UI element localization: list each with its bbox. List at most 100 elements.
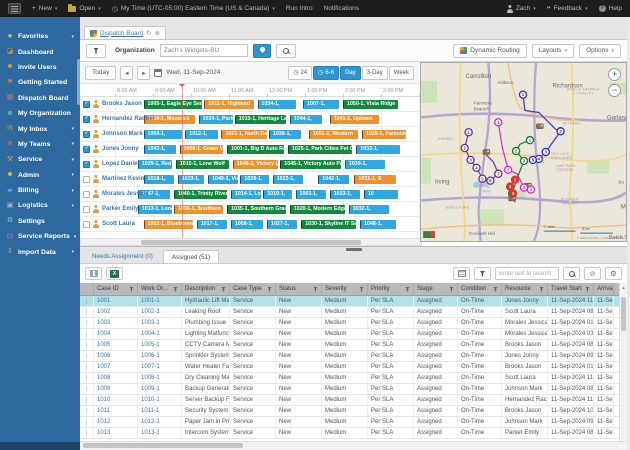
prev-day-button[interactable]: ◂ <box>120 65 134 80</box>
map-marker[interactable] <box>466 155 475 165</box>
column-filter-icon[interactable] <box>313 286 318 292</box>
column-filter-icon[interactable] <box>173 286 178 292</box>
scroll-up-icon[interactable]: ▲ <box>621 285 626 290</box>
truck-icon[interactable] <box>482 149 491 155</box>
gantt-task-bar[interactable]: 1047-1, <box>137 189 171 199</box>
column-filter-icon[interactable] <box>539 286 544 292</box>
view-toggle-24[interactable]: ◷ 24 <box>288 65 313 80</box>
cell-work-or-[interactable]: 1002-1 <box>138 307 182 317</box>
gantt-task-bar[interactable]: 1051-1, Western <box>308 129 359 139</box>
column-filter-icon[interactable] <box>493 286 498 292</box>
gantt-task-bar[interactable]: 1020-1, Modern Edge <box>289 204 345 214</box>
view-toggle-3-day[interactable]: 3-Day <box>361 65 388 80</box>
row-drag-handle[interactable]: ┆ <box>80 329 94 339</box>
row-drag-handle[interactable]: ┆ <box>80 417 94 427</box>
row-drag-handle[interactable]: ┆ <box>80 362 94 372</box>
gantt-task-bar[interactable]: 1036-1, Southern <box>173 204 224 214</box>
gantt-task-bar[interactable]: 1025-1, Park Cities Pet Care, <box>287 144 353 154</box>
sidebar-item-dispatch-board[interactable]: ▦ Dispatch Board <box>0 91 80 106</box>
close-icon[interactable]: ⊗ <box>154 30 160 37</box>
gantt-task-bar[interactable]: 1023-1, <box>177 174 205 184</box>
map-marker[interactable] <box>472 163 481 173</box>
map-marker[interactable] <box>503 165 513 175</box>
map-marker[interactable] <box>464 128 473 137</box>
resource-checkbox[interactable] <box>83 100 90 108</box>
new-button[interactable]: + New ▾ <box>32 5 57 12</box>
resource-checkbox[interactable] <box>83 145 90 153</box>
notifications-button[interactable]: Notifications <box>323 5 359 12</box>
map-marker[interactable] <box>494 169 503 178</box>
organization-input[interactable] <box>159 44 248 57</box>
column-header-case-id[interactable]: Case ID <box>94 283 138 295</box>
column-filter-icon[interactable] <box>359 286 364 292</box>
cell-work-or-[interactable]: 1013-1 <box>138 428 182 438</box>
gantt-task-bar[interactable]: 1046-1, Victory Lane <box>232 159 279 169</box>
column-filter-icon[interactable] <box>267 286 272 292</box>
view-toggle-day[interactable]: Day <box>340 65 361 80</box>
layouts-button[interactable]: Layouts ▾ <box>531 43 575 58</box>
gantt-task-bar[interactable]: 1027-1, <box>267 219 298 229</box>
scrollbar-thumb[interactable] <box>621 297 626 331</box>
search-button[interactable] <box>275 43 296 58</box>
gantt-task-bar[interactable]: 1010-1, Heritage Law Group, <box>234 114 286 124</box>
resource-name[interactable]: Morales Jessica <box>102 191 149 197</box>
map-marker[interactable] <box>510 175 520 184</box>
resource-name[interactable]: Hernandez Rachel <box>102 116 155 122</box>
gantt-task-bar[interactable]: 1032-1, <box>348 204 389 214</box>
map-marker[interactable] <box>511 146 521 156</box>
gantt-task-bar[interactable]: 1033-1, <box>329 189 361 199</box>
resource-checkbox[interactable] <box>83 130 90 138</box>
gantt-task-bar[interactable]: 1021-1, North Dallas <box>221 129 267 139</box>
gantt-task-bar[interactable]: 1016-1, Maverick <box>143 114 195 124</box>
column-header-severity[interactable]: Severity <box>322 283 368 295</box>
map-marker[interactable] <box>526 185 536 194</box>
scrollbar-thumb[interactable] <box>83 443 243 448</box>
sidebar-item-service-reports[interactable]: ▤ Service Reports ▾ <box>0 229 80 244</box>
grid-horizontal-scrollbar[interactable] <box>80 441 627 450</box>
table-row[interactable]: ┆ 1002 1002-1 Leaking Roof Service New Medium P… <box>80 307 627 318</box>
sidebar-item-import-data[interactable]: ⇩ Import Data ▾ <box>0 244 80 259</box>
truck-icon[interactable] <box>536 123 544 129</box>
cell-work-or-[interactable]: 1009-1 <box>138 384 182 394</box>
cell-case-id[interactable]: 1007 <box>94 362 138 372</box>
cell-case-id[interactable]: 1012 <box>94 417 138 427</box>
resource-name[interactable]: Lopez Daniel <box>102 161 140 167</box>
column-header-travel-start[interactable]: Travel Start <box>548 283 594 295</box>
gantt-task-bar[interactable]: 1045-1, Victory Auto Parts, <box>280 159 342 169</box>
gantt-task-bar[interactable]: 1013-1, Lone <box>137 204 172 214</box>
gantt-task-bar[interactable]: 1008-1, <box>230 219 264 229</box>
map-marker[interactable] <box>556 127 565 136</box>
gantt-task-bar[interactable]: 1042-1, <box>318 174 349 184</box>
resource-checkbox[interactable] <box>83 115 90 123</box>
gantt-task-bar[interactable]: 1026-1, Parkside <box>362 129 406 139</box>
next-day-button[interactable]: ▸ <box>137 65 151 80</box>
grid-view-button[interactable] <box>453 267 470 280</box>
gantt-task-bar[interactable]: 1038-1, <box>268 129 302 139</box>
grid-settings-button[interactable]: ⚙ <box>605 267 622 280</box>
tab-needs-assignment-0-[interactable]: Needs Assignment (0) <box>92 253 153 260</box>
gantt-task-bar[interactable]: 1049-1, Vista <box>208 174 239 184</box>
tab-assigned-51-[interactable]: Assigned (51) <box>162 250 220 263</box>
gantt-task-bar[interactable]: 1015-1, Lone Wolf <box>175 159 229 169</box>
view-toggle-6-6[interactable]: ◷ 6-6 <box>313 65 340 80</box>
row-drag-handle[interactable]: ┆ <box>80 318 94 328</box>
resource-name[interactable]: Scott Laura <box>102 221 136 227</box>
resource-name[interactable]: Jones Jonny <box>102 146 139 152</box>
map-marker[interactable] <box>541 147 550 157</box>
gantt-task-bar[interactable]: 1005-1, Eagle Eye Security <box>143 99 203 109</box>
resource-checkbox[interactable] <box>83 160 90 168</box>
column-header-description[interactable]: Description <box>182 283 230 295</box>
column-header-condition[interactable]: Condition <box>458 283 502 295</box>
cell-case-id[interactable]: 1013 <box>94 428 138 438</box>
cell-work-or-[interactable]: 1003-1 <box>138 318 182 328</box>
column-header-work-or-[interactable]: Work Or... <box>138 283 182 295</box>
cell-case-id[interactable]: 1006 <box>94 351 138 361</box>
gantt-task-bar[interactable]: 1041-1, Uptown <box>329 114 380 124</box>
gantt-task-bar[interactable]: 1024-1, Park <box>198 114 233 124</box>
routing-button[interactable] <box>252 43 271 58</box>
grid-search-input[interactable] <box>495 267 559 280</box>
gantt-task-bar[interactable]: 1019-1, <box>263 189 292 199</box>
